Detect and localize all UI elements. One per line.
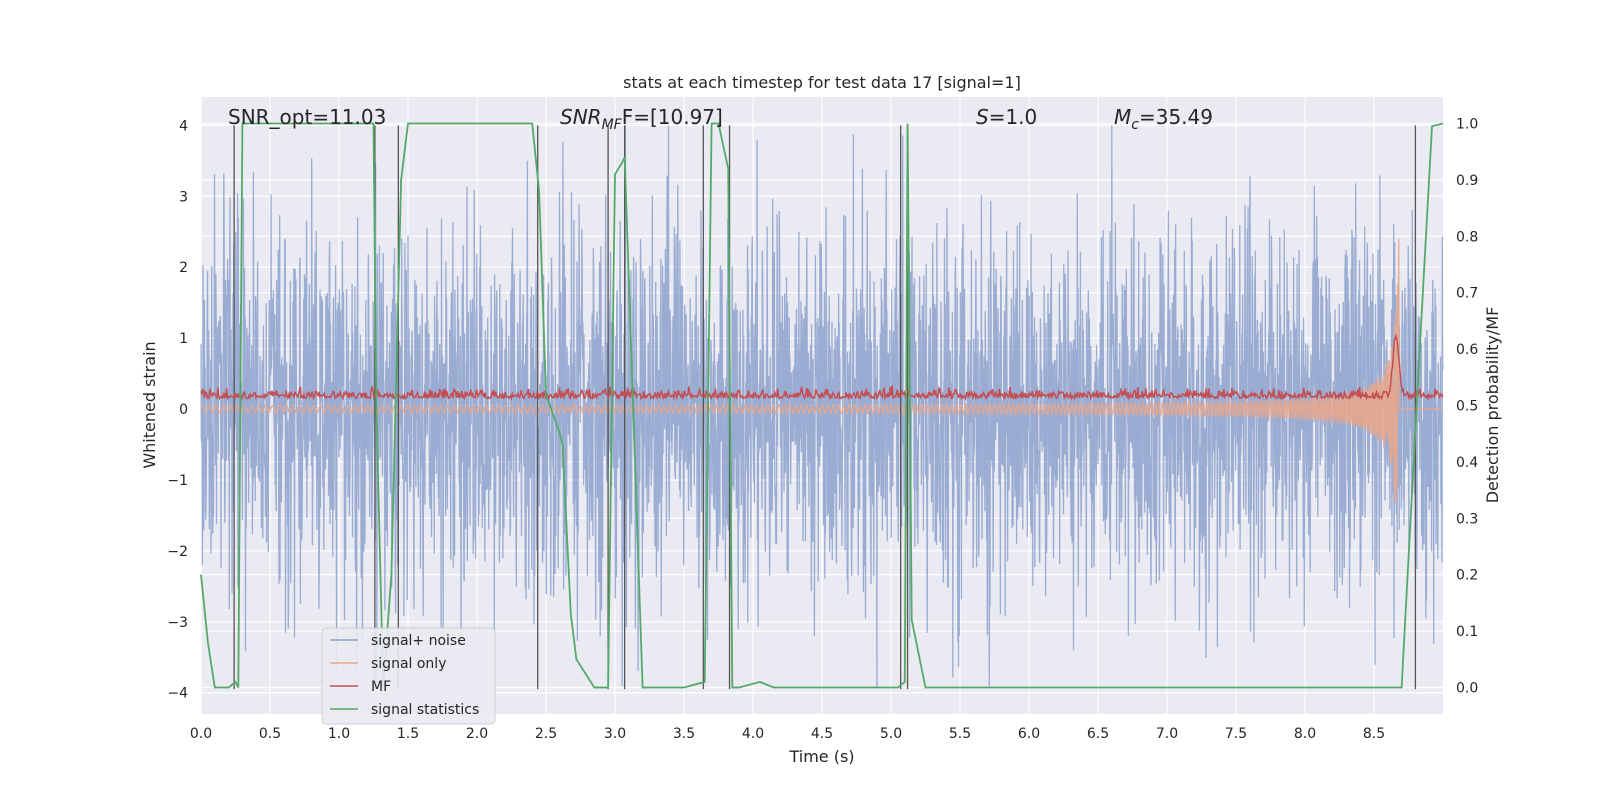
y-tick-label: −1 <box>167 473 188 489</box>
y2-axis-ticks: 0.0 0.1 0.2 0.3 0.4 0.5 0.6 0.7 0.8 0.9 1.0 <box>1456 117 1478 697</box>
x-tick-label: 1.0 <box>328 726 350 742</box>
signal-statistics-line <box>200 122 1444 689</box>
y-tick-label: −3 <box>167 615 188 631</box>
y-tick-label: 4 <box>179 118 188 134</box>
x-tick-label: 3.5 <box>673 726 695 742</box>
x-tick-label: 8.0 <box>1294 726 1316 742</box>
y-tick-label: 1 <box>179 331 188 347</box>
annotation-snr-mf-value: F=[10.97] <box>622 105 723 129</box>
legend-label-signal-noise: signal+ noise <box>371 633 466 649</box>
y2-tick-label: 0.7 <box>1456 286 1478 302</box>
x-tick-label: 6.0 <box>1018 726 1040 742</box>
annotation-mc-symbol: M <box>1114 105 1131 129</box>
legend: signal+ noise signal only MF signal stat… <box>321 627 496 725</box>
x-axis-ticks: 0.0 0.5 1.0 1.5 2.0 2.5 3.0 3.5 4.0 4.5 5.0 5.5 6.0 6… <box>190 726 1385 742</box>
y-tick-label: −4 <box>167 686 188 702</box>
signal-only-line <box>200 238 1443 504</box>
y-axis-label: Whitened strain <box>140 341 159 468</box>
legend-label-mf: MF <box>371 679 391 695</box>
x-tick-label: 8.5 <box>1363 726 1385 742</box>
x-tick-label: 5.5 <box>949 726 971 742</box>
legend-box <box>321 627 496 725</box>
y-tick-label: 2 <box>179 260 188 276</box>
y-tick-label: −2 <box>167 544 188 560</box>
y2-tick-label: 0.5 <box>1456 399 1478 415</box>
annotation-s-value: =1.0 <box>989 105 1038 129</box>
x-tick-label: 7.5 <box>1225 726 1247 742</box>
noise-series <box>200 125 1444 688</box>
annotation-mc-subscript: c <box>1131 117 1139 133</box>
signal-series <box>200 238 1443 504</box>
x-tick-label: 0.0 <box>190 726 212 742</box>
y2-tick-label: 0.4 <box>1456 455 1478 471</box>
y2-axis-label: Detection probability/MF <box>1483 307 1502 504</box>
signal-noise-line <box>200 125 1444 688</box>
x-tick-label: 3.0 <box>604 726 626 742</box>
annotation-s: S=1.0 <box>976 105 1037 129</box>
y2-tick-label: 0.1 <box>1456 624 1478 640</box>
y2-tick-label: 0.2 <box>1456 568 1478 584</box>
y-axis-ticks: −4 −3 −2 −1 0 1 2 3 4 <box>167 118 188 701</box>
y2-tick-label: 0.8 <box>1456 229 1478 245</box>
y2-tick-label: 1.0 <box>1456 117 1478 133</box>
x-tick-label: 6.5 <box>1087 726 1109 742</box>
y2-tick-label: 0.0 <box>1456 680 1478 696</box>
annotation-s-symbol: S <box>976 105 989 129</box>
x-tick-label: 7.0 <box>1156 726 1178 742</box>
y2-tick-label: 0.9 <box>1456 173 1478 189</box>
annotation-snr-mf-subscript: MF <box>602 117 623 133</box>
x-tick-label: 4.5 <box>811 726 833 742</box>
stats-series <box>200 122 1444 689</box>
annotation-snr-mf: SNRMFF=[10.97] <box>560 105 723 133</box>
y2-tick-label: 0.3 <box>1456 511 1478 527</box>
legend-label-signal-statistics: signal statistics <box>371 702 479 718</box>
mf-line <box>200 333 1444 402</box>
mf-series <box>200 333 1444 402</box>
legend-label-signal-only: signal only <box>371 656 446 672</box>
chart-title: stats at each timestep for test data 17 … <box>623 73 1021 92</box>
x-tick-label: 2.0 <box>466 726 488 742</box>
annotation-mc-value: =35.49 <box>1139 105 1213 129</box>
y-tick-label: 3 <box>179 189 188 205</box>
x-tick-label: 4.0 <box>742 726 764 742</box>
x-tick-label: 5.0 <box>880 726 902 742</box>
x-axis-label: Time (s) <box>788 747 854 766</box>
x-tick-label: 2.5 <box>535 726 557 742</box>
annotation-snr-opt: SNR_opt=11.03 <box>228 105 386 129</box>
y2-tick-label: 0.6 <box>1456 342 1478 358</box>
y-tick-label: 0 <box>179 402 188 418</box>
annotation-snr-mf-symbol: SNR <box>560 105 602 129</box>
x-tick-label: 1.5 <box>397 726 419 742</box>
annotation-mc: Mc=35.49 <box>1114 105 1213 133</box>
x-tick-label: 0.5 <box>259 726 281 742</box>
